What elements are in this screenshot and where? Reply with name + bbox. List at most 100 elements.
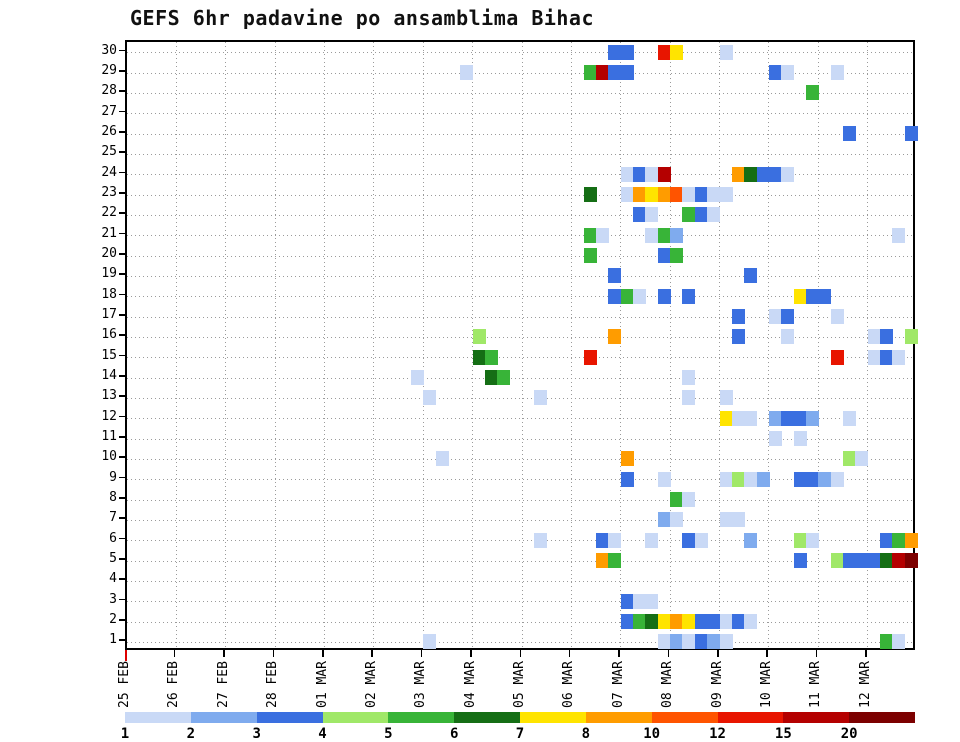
x-axis-tick-label: 12 MAR bbox=[857, 661, 873, 708]
heatmap-cell bbox=[657, 227, 671, 243]
y-axis-tick bbox=[119, 558, 125, 560]
heatmap-cell bbox=[892, 532, 906, 548]
horizontal-gridline bbox=[127, 174, 913, 176]
heatmap-cell bbox=[744, 410, 758, 426]
heatmap-cell bbox=[731, 614, 745, 629]
heatmap-cell bbox=[694, 614, 708, 629]
vertical-gridline bbox=[521, 42, 523, 648]
heatmap-cell bbox=[805, 410, 819, 426]
vertical-gridline bbox=[274, 42, 276, 648]
heatmap-cell bbox=[719, 390, 733, 406]
y-axis-tick-label: 29 bbox=[101, 63, 117, 78]
horizontal-gridline bbox=[127, 255, 913, 257]
x-axis-tick bbox=[173, 650, 176, 657]
heatmap-cell bbox=[657, 44, 671, 60]
horizontal-gridline bbox=[127, 418, 913, 420]
y-axis-tick bbox=[119, 232, 125, 235]
horizontal-gridline bbox=[127, 458, 913, 460]
heatmap-cell bbox=[867, 553, 881, 568]
y-axis-tick-label: 11 bbox=[101, 429, 117, 444]
heatmap-cell bbox=[608, 288, 622, 304]
heatmap-cell bbox=[867, 349, 881, 365]
x-axis-tick bbox=[865, 650, 867, 657]
horizontal-gridline bbox=[127, 621, 913, 623]
y-axis-tick-label: 13 bbox=[101, 388, 117, 404]
heatmap-cell bbox=[731, 512, 745, 528]
x-axis-tick bbox=[766, 650, 768, 657]
heatmap-cell bbox=[682, 390, 696, 406]
heatmap-cell bbox=[719, 634, 733, 650]
colorbar-segment bbox=[454, 712, 521, 723]
y-axis-tick bbox=[119, 497, 125, 499]
heatmap-cell bbox=[620, 65, 634, 80]
y-axis-tick bbox=[119, 49, 125, 52]
heatmap-cell bbox=[682, 532, 696, 548]
heatmap-cell bbox=[818, 471, 832, 487]
x-axis-tick-label: 01 MAR bbox=[314, 661, 330, 708]
colorbar-segment bbox=[717, 712, 784, 723]
heatmap-cell bbox=[768, 431, 782, 446]
x-axis-tick bbox=[667, 650, 670, 657]
heatmap-cell bbox=[719, 471, 733, 487]
heatmap-cell bbox=[670, 187, 684, 202]
y-axis-tick-label: 24 bbox=[101, 164, 117, 180]
heatmap-cell bbox=[670, 512, 684, 528]
heatmap-cell bbox=[707, 634, 721, 650]
x-axis-tick-label: 28 FEB bbox=[265, 661, 281, 708]
chart-title: GEFS 6hr padavine po ansamblima Bihac bbox=[130, 6, 595, 30]
heatmap-cell bbox=[768, 410, 782, 426]
heatmap-cell bbox=[744, 471, 758, 487]
y-axis-tick-label: 15 bbox=[101, 347, 117, 363]
heatmap-cell bbox=[892, 553, 906, 568]
y-axis-tick bbox=[119, 90, 125, 92]
x-axis-tick-label: 09 MAR bbox=[709, 661, 725, 708]
heatmap-cell bbox=[694, 207, 708, 223]
heatmap-cell bbox=[830, 553, 844, 568]
heatmap-cell bbox=[645, 166, 659, 182]
y-axis-tick bbox=[119, 212, 125, 214]
heatmap-cell bbox=[744, 614, 758, 629]
colorbar-label: 6 bbox=[449, 726, 459, 742]
heatmap-cell bbox=[670, 227, 684, 243]
heatmap-cell bbox=[657, 614, 671, 629]
heatmap-cell bbox=[879, 553, 893, 568]
heatmap-cell bbox=[768, 166, 782, 182]
heatmap-cell bbox=[620, 471, 634, 487]
heatmap-cell bbox=[620, 187, 634, 202]
y-axis-tick-label: 30 bbox=[101, 42, 117, 58]
heatmap-cell bbox=[731, 309, 745, 324]
heatmap-cell bbox=[534, 390, 548, 406]
y-axis-tick-label: 28 bbox=[101, 83, 117, 99]
y-axis-tick-label: 17 bbox=[101, 307, 117, 322]
heatmap-cell bbox=[855, 553, 869, 568]
horizontal-gridline bbox=[127, 499, 913, 501]
heatmap-cell bbox=[645, 227, 659, 243]
heatmap-cell bbox=[781, 65, 795, 80]
vertical-gridline bbox=[669, 42, 671, 648]
colorbar-segment bbox=[520, 712, 587, 723]
y-axis-tick-label: 8 bbox=[109, 490, 117, 505]
heatmap-cell bbox=[694, 532, 708, 548]
colorbar-label: 10 bbox=[643, 726, 661, 742]
heatmap-cell bbox=[657, 248, 671, 263]
plot-area bbox=[125, 40, 918, 650]
y-axis-tick bbox=[119, 110, 125, 113]
vertical-gridline bbox=[422, 42, 424, 648]
y-axis-tick bbox=[119, 273, 125, 275]
heatmap-cell bbox=[633, 288, 647, 304]
heatmap-cell bbox=[719, 44, 733, 60]
heatmap-cell bbox=[805, 532, 819, 548]
heatmap-cell bbox=[645, 614, 659, 629]
heatmap-cell bbox=[682, 614, 696, 629]
heatmap-cell bbox=[608, 65, 622, 80]
heatmap-cell bbox=[744, 268, 758, 284]
colorbar-label: 1 bbox=[120, 726, 130, 742]
colorbar-label: 3 bbox=[252, 726, 261, 742]
y-axis-tick-label: 4 bbox=[109, 571, 117, 587]
x-axis-tick bbox=[371, 650, 373, 657]
x-axis-tick-label: 08 MAR bbox=[660, 661, 676, 708]
heatmap-cell bbox=[657, 471, 671, 487]
horizontal-gridline bbox=[127, 519, 913, 521]
heatmap-cell bbox=[608, 532, 622, 548]
horizontal-gridline bbox=[127, 92, 913, 94]
